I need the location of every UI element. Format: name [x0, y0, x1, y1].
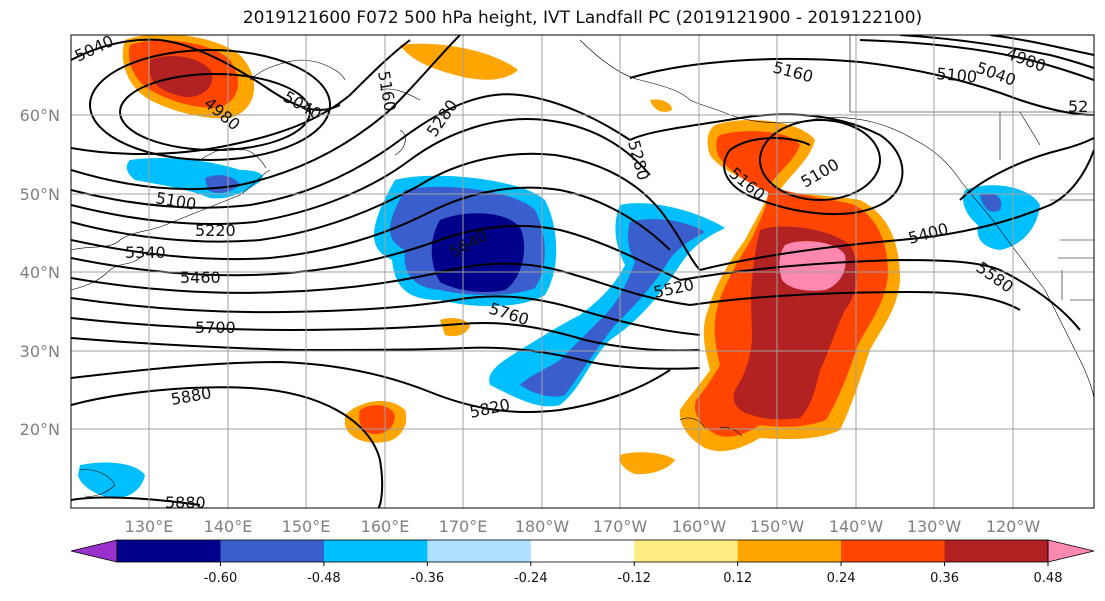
lat-label: 30°N: [20, 342, 60, 361]
lat-label: 60°N: [20, 106, 60, 125]
contour-label: 5100: [936, 64, 978, 86]
colorbar-tick-label: 0.36: [930, 571, 959, 586]
colorbar-cell: [220, 540, 325, 562]
colorbar-tick-label: 0.24: [827, 571, 856, 586]
colorbar-tick-label: -0.12: [617, 571, 651, 586]
colorbar-tick-label: 0.12: [723, 571, 752, 586]
colorbar-cell: [634, 540, 739, 562]
colorbar-extend-max: [1047, 539, 1095, 563]
contour-label: 5460: [180, 268, 221, 287]
contour-label: 52: [1068, 97, 1088, 116]
colorbar-tick-label: -0.24: [514, 571, 548, 586]
map-frame: [70, 34, 1095, 509]
colorbar-tick-label: -0.36: [411, 571, 445, 586]
ivt-positive-region: [619, 452, 675, 475]
colorbar-cell: [841, 540, 946, 562]
lon-label: 140°W: [829, 517, 884, 536]
lon-label: 150°E: [282, 517, 331, 536]
colorbar: -0.60 -0.48 -0.36 -0.24 -0.12 0.12 0.24 0.36 0.4…: [70, 539, 1095, 586]
lon-label: 120°W: [986, 517, 1041, 536]
colorbar-tick-label: -0.60: [204, 571, 238, 586]
lon-label: 150°W: [750, 517, 805, 536]
lon-label: 170°W: [593, 517, 648, 536]
contour-label: 5220: [195, 221, 236, 240]
ivt-positive-region: [400, 43, 518, 80]
height-contours: [71, 35, 1094, 508]
colorbar-tick-label: 0.48: [1034, 571, 1063, 586]
lat-label: 20°N: [20, 420, 60, 439]
ivt-positive-region: [650, 99, 672, 112]
lat-label: 40°N: [20, 263, 60, 282]
colorbar-cell: [427, 540, 532, 562]
colorbar-extend-min: [70, 539, 118, 563]
ivt-negative-region: [980, 193, 1002, 212]
ivt-negative-region: [520, 219, 705, 397]
colorbar-tick-label: -0.48: [307, 571, 341, 586]
lon-label: 140°E: [204, 517, 253, 536]
lon-label: 160°W: [672, 517, 727, 536]
lat-label: 50°N: [20, 185, 60, 204]
contour-label: 5340: [125, 243, 166, 262]
colorbar-cell: [323, 540, 428, 562]
graticule: [71, 35, 1094, 508]
coastlines: [71, 35, 1094, 497]
colorbar-cell: [737, 540, 842, 562]
colorbar-cell: [530, 540, 635, 562]
lon-label: 160°E: [361, 517, 410, 536]
figure-title: 2019121600 F072 500 hPa height, IVT Land…: [242, 8, 923, 28]
lon-label: 170°E: [439, 517, 488, 536]
contour-label: 5880: [165, 493, 206, 512]
ivt-positive-region: [359, 405, 395, 435]
colorbar-cell: [117, 540, 221, 562]
colorbar-cell: [944, 540, 1049, 562]
contour-label: 5700: [195, 318, 236, 337]
lon-labels: 130°E 140°E 150°E 160°E 170°E 180°W 170°…: [125, 517, 1041, 536]
ivt-positive-region: [779, 241, 846, 291]
ivt-negative-region: [431, 213, 525, 293]
colorbar-frame: [116, 539, 1049, 563]
lat-labels: 60°N 50°N 40°N 30°N 20°N: [20, 106, 60, 439]
lon-label: 130°E: [125, 517, 174, 536]
lon-label: 130°W: [907, 517, 962, 536]
lon-label: 180°W: [515, 517, 570, 536]
